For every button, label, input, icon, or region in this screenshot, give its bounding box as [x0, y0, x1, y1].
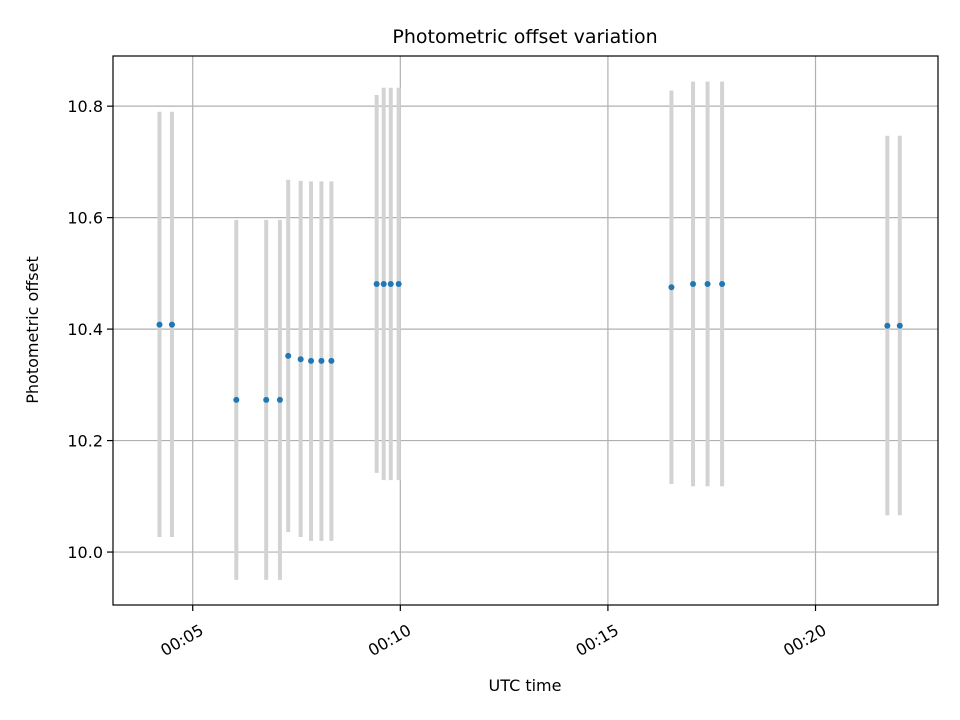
- y-tick-label: 10.6: [67, 209, 103, 228]
- data-point: [884, 322, 891, 329]
- data-point: [387, 280, 394, 287]
- chart-title: Photometric offset variation: [392, 26, 657, 48]
- y-tick-label: 10.0: [67, 543, 103, 562]
- data-point: [373, 280, 380, 287]
- y-tick-label: 10.4: [67, 320, 103, 339]
- y-tick-label: 10.8: [67, 97, 103, 116]
- data-point: [168, 321, 175, 328]
- data-point: [233, 396, 240, 403]
- data-point: [318, 357, 325, 364]
- data-points: [156, 280, 903, 403]
- data-point: [156, 321, 163, 328]
- data-point: [719, 280, 726, 287]
- data-point: [704, 280, 711, 287]
- y-tick-label: 10.2: [67, 432, 103, 451]
- data-point: [285, 352, 292, 359]
- plot-frame: [112, 55, 939, 606]
- data-point: [668, 284, 675, 291]
- y-axis-label: Photometric offset: [23, 256, 42, 404]
- data-point: [328, 357, 335, 364]
- data-point: [308, 357, 315, 364]
- data-point: [690, 280, 697, 287]
- data-point: [380, 280, 387, 287]
- x-axis-label: UTC time: [489, 676, 562, 695]
- data-point: [297, 356, 304, 363]
- data-point: [276, 396, 283, 403]
- data-point: [395, 280, 402, 287]
- y-axis-ticks: 10.0 10.2 10.4 10.6 10.8: [67, 97, 113, 562]
- data-point: [896, 322, 903, 329]
- data-point: [263, 396, 270, 403]
